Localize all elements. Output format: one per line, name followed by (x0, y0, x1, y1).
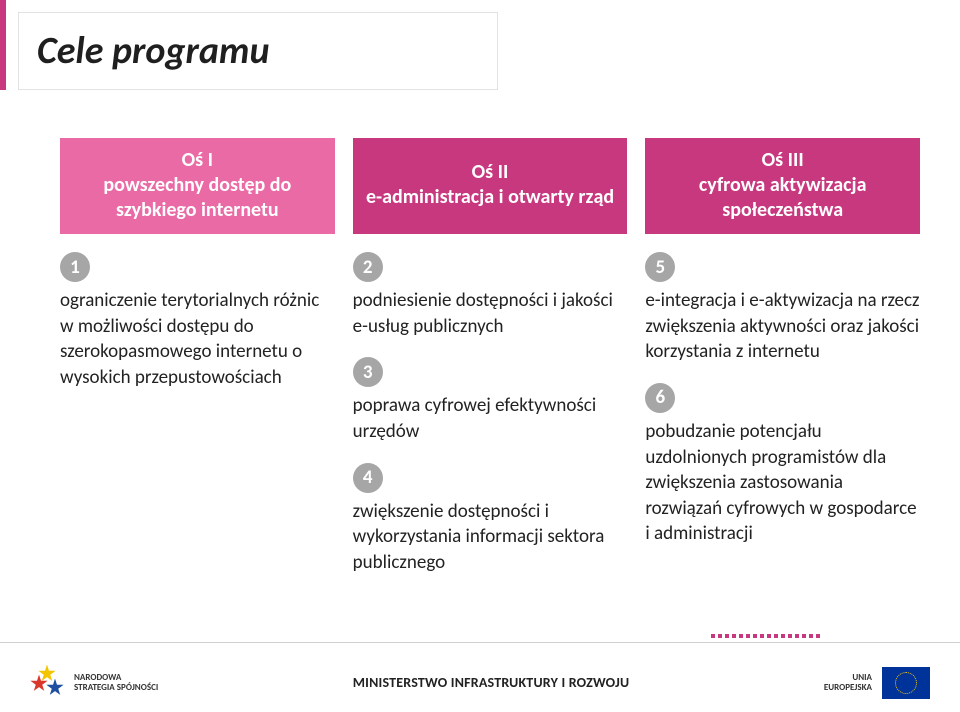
item-1-text: ograniczenie terytorialnych różnic w moż… (60, 288, 335, 391)
eu-label: UNIA EUROPEJSKA (824, 673, 872, 692)
page-title: Cele programu (37, 28, 270, 74)
eu-line2: EUROPEJSKA (824, 683, 872, 692)
badge-1: 1 (60, 252, 90, 282)
footer-center-text: MINISTERSTWO INFRASTRUKTURY I ROZWOJU (353, 674, 630, 691)
eu-flag-icon (882, 667, 930, 699)
footer: NARODOWA STRATEGIA SPÓJNOŚCI MINISTERSTW… (0, 642, 960, 712)
footer-left: NARODOWA STRATEGIA SPÓJNOŚCI (30, 665, 158, 701)
item-3-text: poprawa cyfrowej efektywności urzędów (353, 393, 628, 444)
item-2-text: podniesienie dostępności i jakości e-usł… (353, 288, 628, 339)
axis-1-items: 1 ograniczenie terytorialnych różnic w m… (60, 234, 335, 391)
axis-1-line2: powszechny dostęp do szybkiego internetu (70, 173, 325, 223)
nss-line2: STRATEGIA SPÓJNOŚCI (74, 683, 158, 692)
axis-3-items: 5 e-integracja i e-aktywizacja na rzecz … (645, 234, 920, 547)
axis-3-line2: cyfrowa aktywizacja społeczeństwa (655, 173, 910, 223)
badge-2: 2 (353, 252, 383, 282)
star-icon (38, 665, 56, 683)
footer-right: UNIA EUROPEJSKA (824, 667, 930, 699)
item-5-text: e-integracja i e-aktywizacja na rzecz zw… (645, 288, 920, 365)
item-6-text: pobudzanie potencjału uzdolnionych progr… (645, 419, 920, 547)
nss-logo: NARODOWA STRATEGIA SPÓJNOŚCI (30, 665, 158, 701)
badge-6: 6 (645, 383, 675, 413)
slide: Cele programu Oś I powszechny dostęp do … (0, 0, 960, 712)
item-4-text: zwiększenie dostępności i wykorzystania … (353, 499, 628, 576)
axis-3-line1: Oś III (655, 148, 910, 173)
badge-3: 3 (353, 357, 383, 387)
axis-col-1: Oś I powszechny dostęp do szybkiego inte… (60, 138, 353, 575)
axis-2-line2: e-administracja i otwarty rząd (366, 185, 614, 210)
accent-stripe (0, 0, 6, 90)
star-icon (46, 679, 64, 697)
axis-header-3: Oś III cyfrowa aktywizacja społeczeństwa (645, 138, 920, 234)
axis-header-1: Oś I powszechny dostęp do szybkiego inte… (60, 138, 335, 234)
axis-1-line1: Oś I (70, 148, 325, 173)
axis-col-3: Oś III cyfrowa aktywizacja społeczeństwa… (645, 138, 920, 575)
badge-4: 4 (353, 463, 383, 493)
axis-header-2: Oś II e-administracja i otwarty rząd (353, 138, 628, 234)
nss-logo-mark (30, 665, 66, 701)
badge-5: 5 (645, 252, 675, 282)
axis-2-line1: Oś II (366, 160, 614, 185)
columns: Oś I powszechny dostęp do szybkiego inte… (60, 138, 920, 575)
title-bar: Cele programu (18, 12, 498, 90)
nss-logo-text: NARODOWA STRATEGIA SPÓJNOŚCI (74, 673, 158, 692)
axis-col-2: Oś II e-administracja i otwarty rząd 2 p… (353, 138, 646, 575)
decorative-dots (711, 634, 820, 638)
axis-2-items: 2 podniesienie dostępności i jakości e-u… (353, 234, 628, 575)
